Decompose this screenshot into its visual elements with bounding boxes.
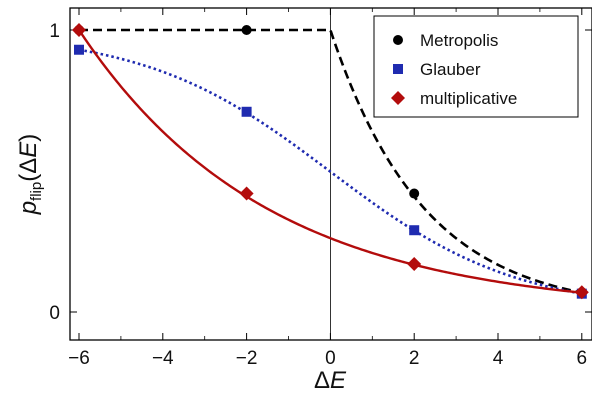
x-tick-label: 2	[409, 348, 420, 369]
y-axis-title-close: )	[15, 134, 42, 142]
x-tick-label: 4	[493, 348, 504, 369]
data-point-metropolis	[409, 188, 420, 199]
legend-marker-glauber	[393, 64, 403, 74]
legend-items: Metropolis Glauber multiplicative	[391, 31, 517, 108]
series-curves	[78, 28, 583, 295]
series-markers	[72, 23, 589, 300]
x-axis-title-delta: Δ	[314, 367, 330, 394]
x-axis-title: ΔE	[314, 367, 347, 394]
y-tick-label: 0	[49, 303, 60, 324]
y-axis-title-p: p	[15, 201, 42, 215]
y-axis-title-e: E	[15, 141, 42, 158]
series-line-multiplicative	[78, 29, 582, 294]
series-line-glauber	[78, 48, 583, 295]
data-point-multiplicative	[407, 257, 422, 272]
legend-label-glauber: Glauber	[420, 60, 481, 79]
legend: Metropolis Glauber multiplicative	[373, 15, 579, 118]
data-point-glauber	[74, 44, 84, 55]
legend-label-metropolis: Metropolis	[420, 31, 498, 50]
x-tick-label: −2	[236, 348, 258, 369]
data-point-multiplicative	[574, 285, 589, 300]
x-tick-label: 0	[325, 348, 336, 369]
legend-label-multiplicative: multiplicative	[420, 89, 517, 108]
data-point-multiplicative	[239, 186, 254, 201]
data-point-glauber	[241, 106, 252, 117]
series-line-metropolis	[79, 28, 583, 294]
legend-marker-multiplicative	[391, 91, 405, 105]
y-axis-title-sub: flip	[28, 182, 45, 201]
data-point-metropolis	[241, 25, 252, 35]
x-tick-label: 6	[577, 348, 588, 369]
legend-box	[373, 15, 579, 118]
legend-marker-metropolis	[393, 35, 403, 45]
plot-frame	[69, 7, 592, 341]
data-point-glauber	[409, 225, 420, 236]
y-axis-title-open: (Δ	[15, 158, 42, 182]
y-axis-title: pflip(ΔE)	[15, 134, 45, 216]
x-tick-label: −4	[152, 348, 174, 369]
y-tick-label: 1	[49, 21, 60, 42]
x-tick-label: −6	[68, 348, 90, 369]
data-point-multiplicative	[72, 23, 86, 37]
x-axis-title-e: E	[330, 367, 347, 394]
